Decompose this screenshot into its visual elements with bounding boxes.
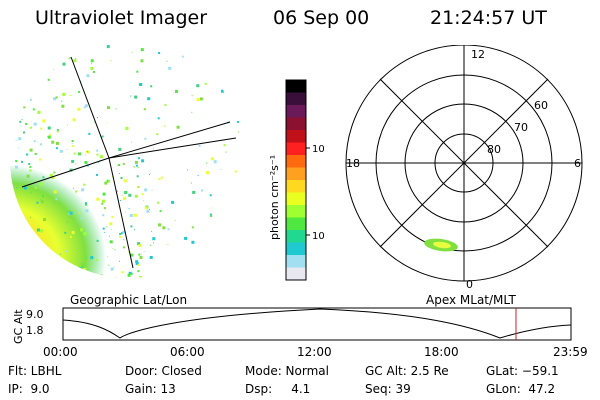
colorbar-tick-10: 10 — [312, 231, 324, 242]
alt-tick-1-8: 1.8 — [26, 324, 44, 337]
lat-label-80: 80 — [487, 143, 501, 156]
colorbar-cell — [286, 105, 306, 118]
polar-caption: Apex MLat/MLT — [426, 293, 516, 307]
lat-label-70: 70 — [514, 121, 528, 134]
glon-info: GLon: 47.2 — [486, 382, 556, 396]
dsp-info: Dsp: 4.1 — [245, 382, 311, 396]
mlt-label-18: 18 — [346, 157, 360, 170]
colorbar-cell — [286, 255, 306, 268]
observation-time: 21:24:57 UT — [430, 7, 547, 29]
alt-tick-9: 9.0 — [26, 308, 44, 321]
colorbar-unit-label: photon cm⁻²s⁻¹ — [268, 155, 281, 240]
colorbar-cell — [286, 155, 306, 168]
filter-info: Flt: LBHL — [8, 364, 62, 378]
lat-lon-grid-lines — [21, 56, 237, 269]
seq-info: Seq: 39 — [365, 382, 411, 396]
observation-date: 06 Sep 00 — [273, 7, 370, 29]
aurora-emission — [10, 42, 246, 278]
colorbar-cell — [286, 142, 306, 156]
glat-info: GLat: −59.1 — [486, 364, 559, 378]
timeline-axis-title: GC Alt — [12, 309, 25, 344]
colorbar-cell — [286, 130, 306, 143]
colorbar-tick-100: 100 — [312, 144, 324, 155]
mlt-label-12: 12 — [471, 48, 485, 61]
time-tick-1: 06:00 — [170, 345, 205, 359]
gain-info: Gain: 13 — [125, 382, 176, 396]
colorbar-cell — [286, 230, 306, 243]
gc-alt-info: GC Alt: 2.5 Re — [365, 364, 449, 378]
colorbar: 100 10 photon cm⁻²s⁻¹ — [268, 79, 324, 281]
altitude-timeline: GC Alt 9.0 1.8 — [12, 307, 572, 344]
colorbar-cell — [286, 80, 306, 93]
colorbar-cell — [286, 192, 306, 206]
altitude-curve — [62, 308, 572, 339]
time-tick-3: 18:00 — [424, 345, 459, 359]
colorbar-cell — [286, 217, 306, 231]
geographic-caption: Geographic Lat/Lon — [70, 293, 188, 307]
time-tick-2: 12:00 — [297, 345, 332, 359]
colorbar-cell — [286, 180, 306, 193]
door-info: Door: Closed — [125, 364, 202, 378]
colorbar-cell — [286, 167, 306, 181]
instrument-title: Ultraviolet Imager — [35, 7, 208, 29]
time-tick-0: 00:00 — [43, 345, 78, 359]
ip-info: IP: 9.0 — [8, 382, 50, 396]
lat-label-60: 60 — [534, 99, 548, 112]
colorbar-cell — [286, 117, 306, 131]
colorbar-cell — [286, 205, 306, 218]
polar-plot: 12 18 6 0 60 70 80 — [345, 45, 583, 291]
colorbar-cell — [286, 92, 306, 106]
time-tick-4: 23:59 — [553, 345, 588, 359]
mode-info: Mode: Normal — [245, 364, 329, 378]
mlt-label-0: 0 — [466, 278, 473, 291]
mlt-label-6: 6 — [574, 157, 581, 170]
colorbar-cell — [286, 242, 306, 256]
geographic-image — [10, 42, 246, 278]
colorbar-cell — [286, 267, 306, 281]
